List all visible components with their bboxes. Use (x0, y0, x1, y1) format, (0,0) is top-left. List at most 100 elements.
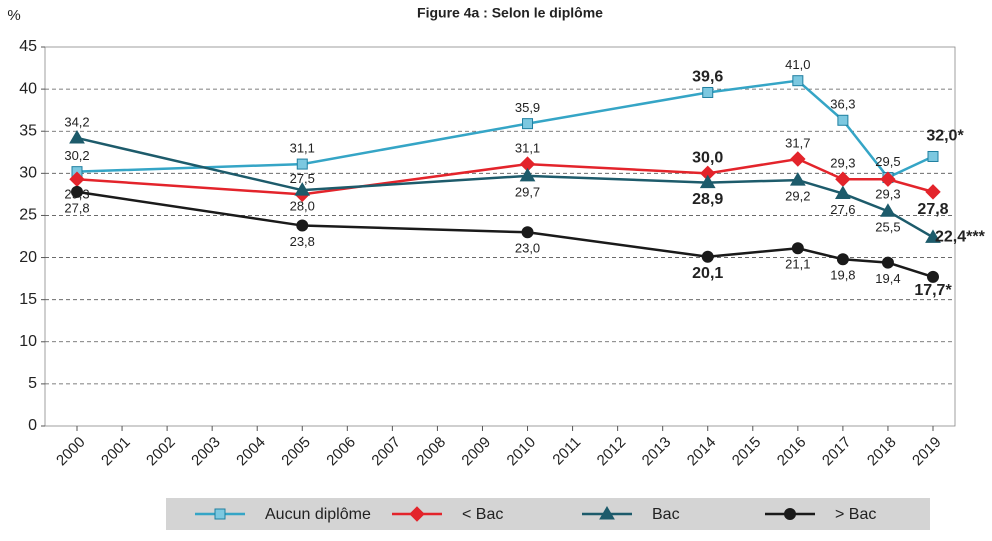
legend-label: Bac (652, 506, 680, 523)
data-label: 34,2 (64, 114, 89, 129)
data-point (294, 182, 311, 196)
legend-label: > Bac (835, 506, 876, 523)
legend-marker (784, 508, 796, 520)
x-tick-label: 2008 (413, 434, 449, 470)
legend-marker (409, 506, 425, 522)
x-tick-label: 2019 (909, 434, 945, 470)
x-tick-label: 2013 (639, 434, 675, 470)
y-tick-label: 0 (28, 417, 37, 434)
data-label: 23,8 (290, 234, 315, 249)
data-label: 36,3 (830, 97, 855, 112)
plot-frame (44, 46, 956, 427)
data-point (880, 203, 896, 217)
data-label: 19,8 (830, 268, 855, 283)
data-point (519, 167, 536, 182)
x-tick-label: 2011 (549, 434, 584, 469)
x-tick-label: 2006 (323, 434, 359, 470)
data-point (521, 226, 534, 239)
data-label: 20,1 (692, 265, 723, 282)
data-label: 29,3 (875, 187, 900, 202)
x-tick-label: 2002 (143, 434, 179, 470)
data-point (69, 129, 85, 144)
x-tick-label: 2003 (188, 434, 224, 470)
data-point (835, 171, 851, 187)
data-label: 39,6 (692, 69, 723, 86)
y-tick-label: 5 (28, 375, 37, 392)
data-label: 23,0 (515, 241, 540, 256)
x-tick-label: 2012 (594, 434, 630, 470)
data-label: 32,0* (926, 128, 964, 145)
data-point (296, 219, 309, 232)
data-label: 30,0 (692, 150, 723, 167)
y-tick-label: 15 (19, 291, 37, 308)
data-point (925, 229, 941, 243)
data-point (837, 114, 849, 126)
x-tick-label: 2009 (458, 434, 494, 470)
data-point (880, 171, 896, 187)
data-label: 29,7 (515, 184, 540, 199)
series-line (76, 136, 934, 239)
x-tick-label: 2014 (684, 434, 720, 470)
data-point (881, 256, 894, 269)
y-tick-label: 20 (19, 249, 37, 266)
data-point (71, 185, 83, 198)
series-line (76, 190, 934, 279)
y-tick-label: 30 (19, 165, 37, 182)
data-point (296, 158, 308, 170)
x-tick-label: 2004 (233, 434, 269, 470)
x-tick-label: 2010 (504, 434, 540, 470)
legend-marker (599, 506, 615, 520)
data-point (791, 242, 804, 255)
x-tick-label: 2015 (729, 434, 765, 470)
x-tick-label: 2018 (864, 434, 900, 470)
data-point (701, 250, 714, 263)
data-label: 29,3 (830, 156, 855, 171)
x-tick-label: 2000 (53, 434, 89, 470)
data-label: 28,0 (290, 199, 315, 214)
data-label: 22,4*** (935, 229, 986, 246)
data-point (925, 184, 941, 200)
y-tick-label: 25 (19, 207, 37, 224)
x-tick-label: 2016 (774, 434, 810, 470)
y-tick-label: 10 (19, 333, 37, 350)
x-tick-label: 2001 (98, 434, 134, 470)
data-label: 29,2 (785, 189, 810, 204)
series-line (76, 79, 934, 180)
y-tick-label: 40 (19, 80, 37, 97)
data-label: 31,1 (515, 141, 540, 156)
data-point (927, 270, 939, 283)
data-label: 29,5 (875, 154, 900, 169)
data-label: 30,2 (64, 148, 89, 163)
data-label: 21,1 (785, 257, 810, 272)
data-label: 17,7* (914, 282, 952, 299)
legend-label: Aucun diplôme (265, 506, 371, 523)
data-label: 31,7 (785, 135, 810, 150)
chart-title: Figure 4a : Selon le diplôme (417, 5, 603, 21)
data-label: 27,6 (830, 202, 855, 217)
data-point (927, 150, 939, 162)
data-label: 27,8 (64, 200, 89, 215)
data-point (522, 118, 534, 130)
y-axis-label: % (7, 7, 20, 24)
legend-marker (214, 508, 226, 520)
legend-label: < Bac (462, 506, 503, 523)
data-label: 19,4 (875, 271, 900, 286)
data-point (835, 185, 851, 200)
data-label: 27,5 (290, 171, 315, 186)
data-point (702, 86, 714, 98)
data-point (790, 151, 806, 167)
data-label: 35,9 (515, 100, 540, 115)
x-tick-label: 2017 (819, 434, 855, 470)
data-label: 25,5 (875, 220, 900, 235)
y-tick-label: 35 (19, 122, 37, 139)
data-label: 41,0 (785, 57, 810, 72)
data-label: 28,9 (692, 191, 723, 208)
data-label: 27,8 (917, 201, 948, 218)
x-tick-label: 2007 (368, 434, 404, 470)
y-tick-label: 45 (19, 38, 37, 55)
x-tick-label: 2005 (278, 434, 314, 470)
data-point (836, 253, 849, 266)
data-point (789, 172, 806, 186)
